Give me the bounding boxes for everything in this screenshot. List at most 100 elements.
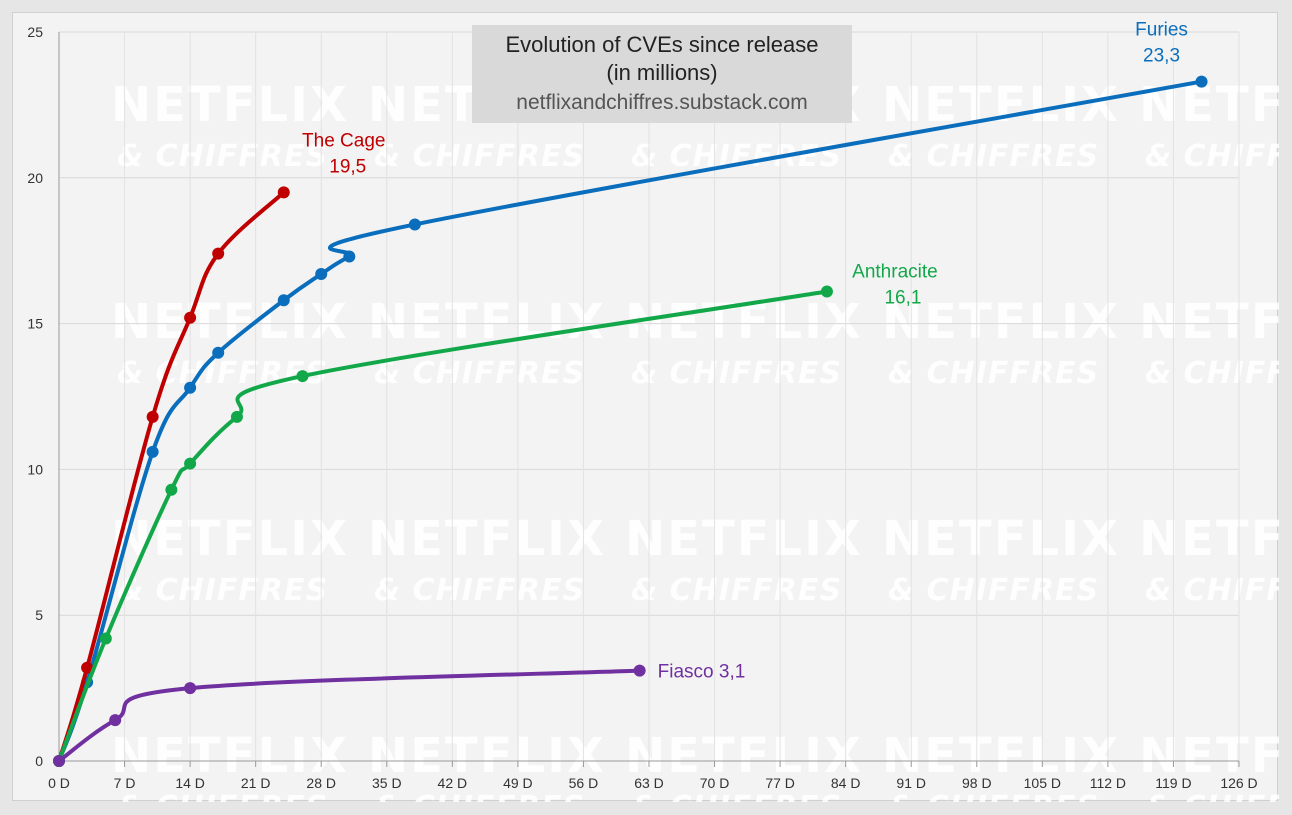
watermark-text: NETFLIX [368, 728, 606, 784]
watermark-text: NETFLIX [625, 728, 863, 784]
watermark-text: NETFLIX [882, 77, 1120, 133]
x-tick-label: 98 D [962, 775, 992, 791]
y-tick-label: 0 [35, 753, 43, 769]
watermark-text: & CHIFFRES [888, 139, 1099, 174]
data-point-furies [146, 445, 159, 458]
watermark-text: NETFLIX [882, 511, 1120, 567]
watermark-text: NETFLIX [111, 77, 349, 133]
x-tick-label: 7 D [114, 775, 136, 791]
x-tick-label: 49 D [503, 775, 533, 791]
series-value-label: 16,1 [884, 288, 921, 309]
watermark-text: & CHIFFRES [374, 356, 585, 391]
chart-title: Evolution of CVEs since release [505, 32, 819, 57]
watermark-text: NETFLIX [111, 728, 349, 784]
y-tick-label: 5 [35, 607, 43, 623]
y-tick-label: 10 [27, 461, 43, 477]
data-point-the-cage [81, 661, 94, 674]
chart-source: netflixandchiffres.substack.com [516, 91, 808, 114]
x-tick-label: 119 D [1155, 775, 1191, 791]
watermark-text: & CHIFFRES [117, 573, 328, 608]
data-point-anthracite [820, 285, 833, 298]
watermark-text: & CHIFFRES [1145, 573, 1279, 608]
series-name-label: Furies [1135, 20, 1188, 41]
watermark-text: & CHIFFRES [888, 573, 1099, 608]
series-name-label: The Cage [302, 130, 385, 151]
chart-frame: NETFLIX & CHIFFRES NETFLIX & CHIFFRES NETFLI… [12, 12, 1279, 802]
chart-title-box: Evolution of CVEs since release (in mill… [472, 25, 852, 123]
data-point-fiasco [184, 682, 197, 695]
chart-subtitle: (in millions) [606, 60, 718, 85]
data-point-anthracite [165, 483, 178, 496]
x-tick-label: 126 D [1220, 775, 1257, 791]
x-tick-label: 91 D [896, 775, 926, 791]
series-value-label: 23,3 [1143, 46, 1180, 67]
watermark-text: & CHIFFRES [1145, 139, 1279, 174]
series-anthracite [53, 285, 833, 767]
series-fiasco [53, 664, 646, 767]
x-tick-label: 42 D [438, 775, 468, 791]
data-point-furies [277, 294, 290, 307]
data-point-anthracite [184, 457, 197, 470]
data-point-anthracite [230, 410, 243, 423]
watermark-text: & CHIFFRES [117, 139, 328, 174]
data-point-fiasco [633, 664, 646, 677]
line-chart: NETFLIX & CHIFFRES NETFLIX & CHIFFRES NETFLI… [27, 20, 1279, 802]
data-point-anthracite [99, 632, 112, 645]
y-tick-label: 15 [27, 316, 43, 332]
watermark-text: & CHIFFRES [1145, 790, 1279, 802]
watermark-text: & CHIFFRES [631, 790, 842, 802]
data-point-fiasco [109, 714, 122, 727]
watermark-text: & CHIFFRES [631, 356, 842, 391]
data-point-the-cage [212, 247, 225, 260]
data-point-furies [408, 218, 421, 231]
y-tick-label: 25 [27, 24, 43, 40]
x-tick-label: 35 D [372, 775, 402, 791]
series-line-furies [57, 79, 1204, 763]
x-tick-label: 21 D [241, 775, 271, 791]
data-point-fiasco [53, 755, 65, 767]
data-point-the-cage [277, 186, 290, 199]
watermark-text: NETFLIX [368, 294, 606, 350]
series-labels: The Cage 19,5 Furies 23,3 Anthracite 16,1 Fias… [302, 20, 1188, 683]
watermark-layer: NETFLIX & CHIFFRES NETFLIX & CHIFFRES NETFLI… [111, 77, 1279, 802]
x-tick-label: 56 D [569, 775, 599, 791]
series-name-label: Anthracite [852, 262, 938, 283]
watermark-text: & CHIFFRES [1145, 356, 1279, 391]
x-tick-label: 112 D [1090, 775, 1126, 791]
watermark-text: & CHIFFRES [888, 356, 1099, 391]
data-point-furies [315, 268, 328, 281]
watermark-text: NETFLIX [882, 728, 1120, 784]
watermark-text: NETFLIX [1139, 294, 1279, 350]
watermark-text: & CHIFFRES [374, 790, 585, 802]
y-tick-label: 20 [27, 170, 43, 186]
series-line-anthracite [57, 289, 829, 763]
watermark-text: & CHIFFRES [374, 573, 585, 608]
series-value-label: 19,5 [329, 156, 366, 177]
x-tick-label: 14 D [175, 775, 205, 791]
x-tick-label: 0 D [48, 775, 70, 791]
watermark-text: NETFLIX [882, 294, 1120, 350]
series-name-label: Fiasco 3,1 [658, 662, 746, 683]
watermark-text: NETFLIX [1139, 728, 1279, 784]
x-tick-label: 63 D [634, 775, 664, 791]
data-point-the-cage [184, 311, 197, 324]
data-point-furies [1195, 75, 1208, 88]
watermark-text: NETFLIX [368, 511, 606, 567]
data-point-furies [343, 250, 356, 263]
x-tick-label: 84 D [831, 775, 861, 791]
data-point-the-cage [146, 410, 159, 423]
series-value-label: 3,1 [719, 662, 745, 683]
data-point-furies [212, 346, 225, 359]
watermark-text: & CHIFFRES [631, 573, 842, 608]
watermark-text: NETFLIX [625, 511, 863, 567]
x-tick-label: 70 D [700, 775, 730, 791]
series-furies [53, 75, 1208, 767]
data-point-anthracite [296, 370, 309, 383]
series-layer [53, 75, 1208, 767]
watermark-text: & CHIFFRES [374, 139, 585, 174]
watermark-text: NETFLIX [1139, 77, 1279, 133]
x-tick-label: 77 D [765, 775, 795, 791]
data-point-furies [184, 381, 197, 394]
x-tick-label: 28 D [306, 775, 336, 791]
axes: 0 D 7 D 14 D 21 D 28 D 35 D 42 D 49 D 56 D 63 D 70… [27, 24, 1257, 791]
